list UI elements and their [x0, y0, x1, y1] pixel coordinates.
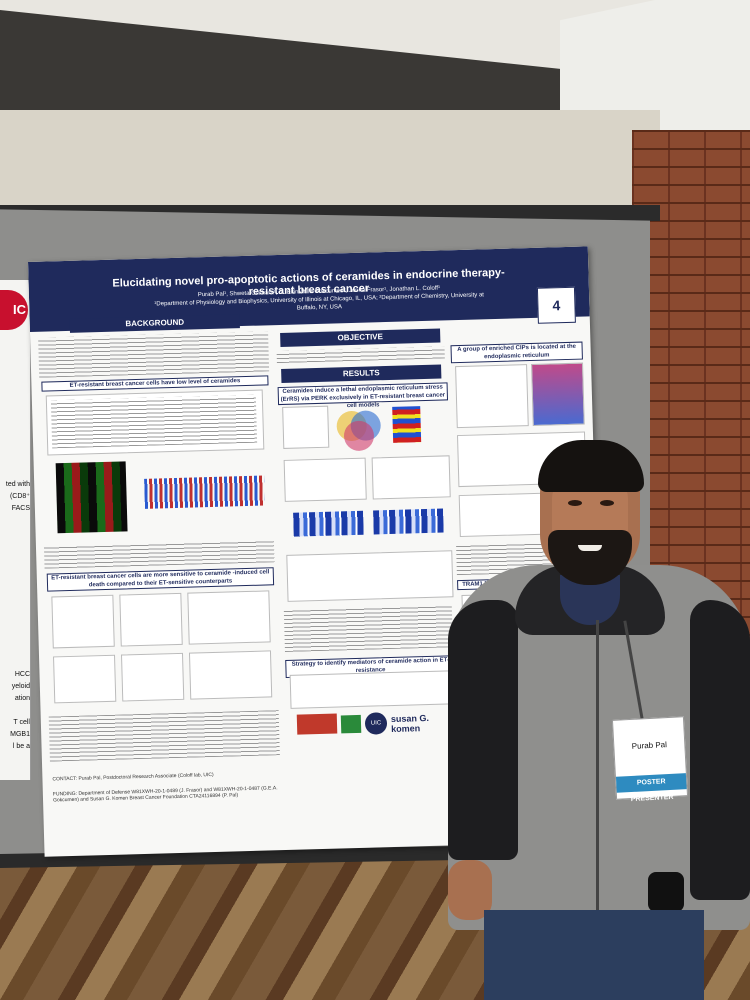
- board-number: 4: [536, 286, 576, 324]
- subhead-er-stress: Ceramides induce a lethal endoplasmic re…: [277, 382, 449, 409]
- table-rows: [50, 394, 258, 449]
- western-blot: [53, 654, 117, 704]
- pca-plot: [282, 405, 330, 449]
- figure-1-caption: [43, 540, 275, 569]
- neighbor-logo: IC: [0, 290, 28, 330]
- heatmap-figure: [55, 461, 128, 534]
- cell-line-table: [45, 389, 265, 456]
- komen-logo: susan G. komen: [390, 712, 430, 735]
- objective-heading: OBJECTIVE: [280, 328, 441, 347]
- smartwatch: [648, 872, 684, 912]
- presenter-eye: [600, 500, 614, 506]
- eif2a-plots: [286, 550, 454, 602]
- pathway-bar-plot: [283, 457, 367, 502]
- strategy-diagram: [289, 670, 457, 709]
- subhead-low-ceramide: ET-resistant breast cancer cells have lo…: [41, 375, 269, 392]
- presenter-smile: [578, 545, 602, 551]
- neighbor-text: MGB1: [10, 731, 30, 738]
- network-diagram: [455, 364, 529, 429]
- venn-circle: [343, 420, 375, 452]
- neighbor-text: T cell: [13, 719, 30, 726]
- neighbor-text: FACS: [11, 505, 30, 512]
- ceramide-bar-chart: [144, 475, 265, 509]
- presenter-eye: [568, 500, 582, 506]
- hoodie-right-sleeve: [690, 600, 750, 900]
- subhead-sensitive: ET-resistant breast cancer cells are mor…: [46, 567, 275, 592]
- growth-plot: [187, 590, 271, 645]
- objective-text: [276, 346, 445, 364]
- cell-viability-plot: [188, 650, 273, 700]
- neighbor-text: (CD8⁺: [9, 493, 30, 500]
- physiology-logo: [296, 713, 338, 735]
- presenter-hair: [538, 440, 644, 492]
- neighbor-text: HCC: [14, 671, 30, 678]
- ic50-table: [119, 592, 183, 647]
- hoodie-zipper: [596, 620, 599, 930]
- subhead-enriched: A group of enriched CIPs is located at t…: [450, 341, 583, 364]
- badge-name: Purab Pal: [631, 740, 668, 751]
- plus-logo: [340, 714, 362, 734]
- background-text: [38, 331, 270, 378]
- neighbor-text: yeloid: [11, 683, 30, 690]
- uic-logo: UIC: [364, 712, 388, 735]
- neighbor-text: l be a: [12, 743, 30, 750]
- expression-heatmap: [392, 406, 422, 443]
- contact-line: CONTACT: Purab Pal, Postdoctoral Researc…: [52, 772, 214, 783]
- treatment-heatmap-2: [373, 508, 444, 535]
- gene-bar-plot: [371, 455, 451, 500]
- treatment-heatmap: [293, 510, 364, 537]
- enrichment-heatmap: [531, 362, 585, 426]
- neighbor-text: ted with: [5, 481, 30, 488]
- badge-role: POSTER PRESENTER: [615, 773, 687, 803]
- neighbor-text: ation: [14, 695, 30, 702]
- funding-line: FUNDING: Department of Defense W81XWH-20…: [52, 785, 278, 804]
- results-heading: RESULTS: [281, 364, 442, 383]
- hoodie-left-sleeve: [448, 600, 518, 860]
- name-badge: Purab Pal POSTER PRESENTER: [611, 716, 689, 803]
- viability-plot: [51, 594, 115, 649]
- figure-3-caption: [283, 605, 453, 652]
- presenter-jeans: [484, 910, 704, 1000]
- neighbor-poster: ted with (CD8⁺ FACS HCC yeloid ation T c…: [0, 280, 31, 780]
- figure-2-caption: [48, 710, 280, 762]
- ceramide-levels-plot: [120, 652, 185, 702]
